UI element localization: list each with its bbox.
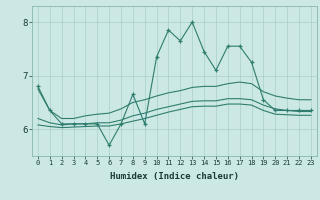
X-axis label: Humidex (Indice chaleur): Humidex (Indice chaleur) bbox=[110, 172, 239, 181]
